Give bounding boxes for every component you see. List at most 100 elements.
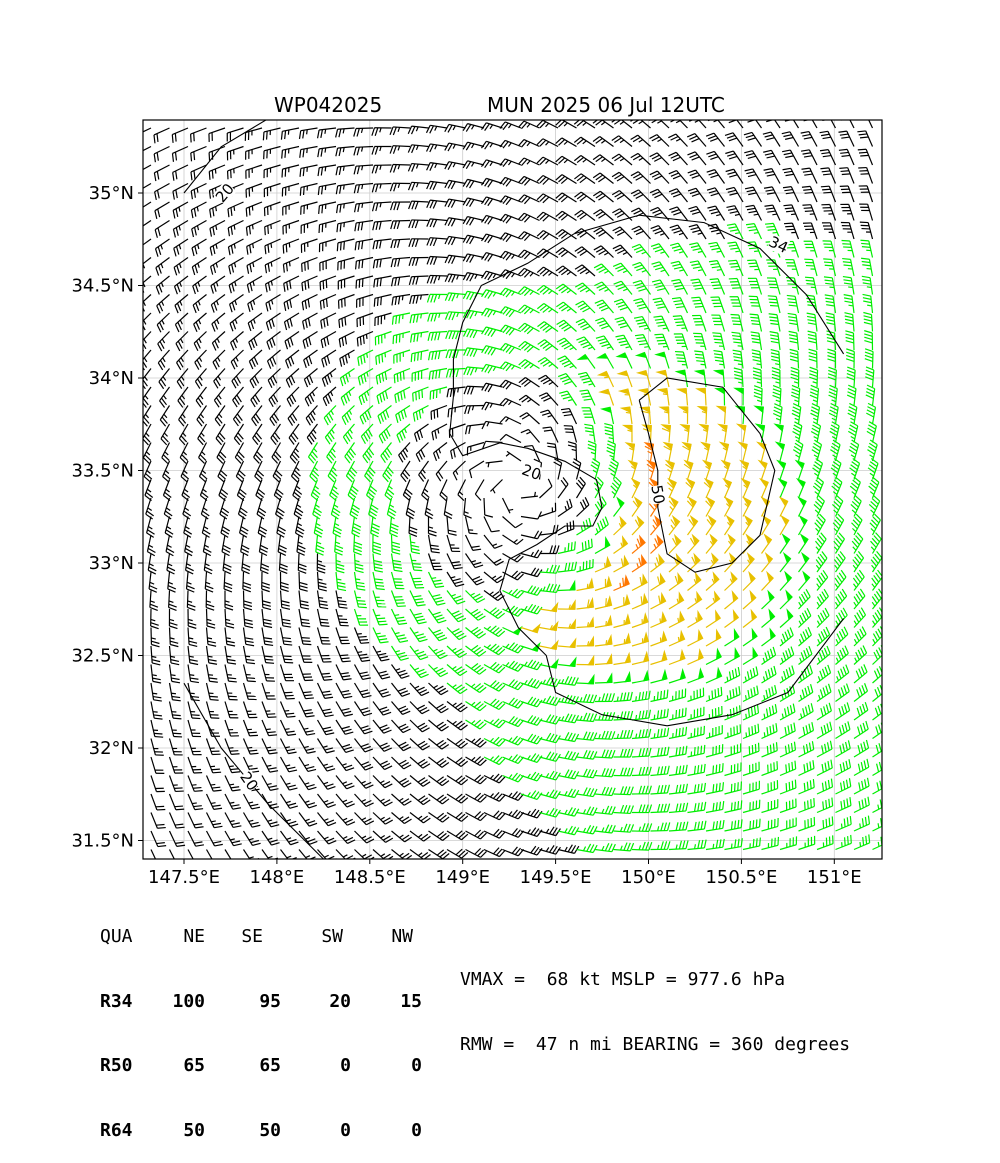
table-cell: 15 <box>351 991 422 1013</box>
wind-barb <box>484 572 504 583</box>
wind-barb <box>355 202 373 212</box>
wind-barb <box>482 327 503 337</box>
wind-barb <box>558 541 575 553</box>
wind-barb <box>725 781 742 794</box>
wind-barb <box>466 812 487 821</box>
wind-barb <box>266 313 280 330</box>
wind-barb <box>333 517 342 538</box>
wind-barb <box>297 535 305 555</box>
wind-barb <box>820 168 835 184</box>
wind-barb <box>397 424 410 443</box>
wind-barb <box>706 133 724 146</box>
wind-barb <box>557 320 577 331</box>
wind-barb <box>725 819 743 831</box>
wind-barb <box>299 646 312 662</box>
wind-barb <box>667 479 676 498</box>
wind-barb <box>654 316 669 331</box>
wind-barb <box>340 369 354 387</box>
wind-barb <box>852 533 863 554</box>
wind-barb <box>410 850 430 860</box>
wind-barb <box>693 333 706 350</box>
storm-id-title: WP042025 <box>274 93 382 117</box>
wind-barb <box>687 498 696 517</box>
wind-barb <box>631 172 651 184</box>
wind-barb <box>139 313 151 332</box>
wind-barb <box>247 258 262 274</box>
wind-barb <box>320 276 336 290</box>
wind-barb <box>281 591 290 610</box>
wind-barb <box>336 609 349 626</box>
wind-barb <box>669 765 687 776</box>
wind-barb <box>858 149 873 165</box>
wind-barb <box>429 609 447 623</box>
wind-barb <box>540 525 558 535</box>
wind-barb <box>447 702 467 712</box>
wind-barb <box>500 307 521 317</box>
wind-barb <box>506 451 521 461</box>
wind-barb <box>244 702 258 718</box>
wind-barb <box>336 646 351 662</box>
wind-barb <box>427 163 447 171</box>
wind-barb <box>207 813 223 828</box>
wind-barb <box>651 822 670 831</box>
wind-barb <box>873 645 885 664</box>
wind-barb <box>688 802 706 813</box>
wind-barb <box>149 572 157 592</box>
wind-barb <box>788 313 799 331</box>
wind-barb <box>429 572 445 587</box>
wind-barb <box>688 840 707 850</box>
wind-barb <box>169 591 177 611</box>
wind-barb <box>594 477 603 498</box>
wind-barb <box>729 279 743 295</box>
wind-barb <box>225 665 237 682</box>
wind-barb <box>188 665 199 683</box>
wind-barb <box>821 186 836 202</box>
wind-barb <box>162 443 170 464</box>
wind-barb <box>847 385 856 405</box>
wind-barb <box>556 175 577 184</box>
wind-barb <box>595 318 613 332</box>
wind-barb <box>339 332 354 348</box>
wind-barb <box>743 838 760 850</box>
wind-barb <box>503 847 524 856</box>
wind-barb <box>410 702 429 714</box>
wind-barb <box>484 535 502 548</box>
table-header-cell: QUA <box>100 926 160 948</box>
wind-barb <box>429 794 450 804</box>
wind-barb <box>354 535 362 555</box>
wind-barb <box>281 646 294 663</box>
wind-barb <box>338 258 355 271</box>
wind-barb <box>430 387 447 400</box>
wind-barb <box>262 609 272 628</box>
wind-barb <box>706 151 724 165</box>
y-tick-label: 33°N <box>89 553 134 574</box>
wind-barb <box>392 554 403 572</box>
wind-barb <box>677 370 688 387</box>
wind-barb <box>588 441 596 461</box>
wind-barb <box>262 739 278 754</box>
wind-barb <box>868 458 878 479</box>
wind-barb <box>594 246 614 258</box>
wind-barb <box>273 461 282 482</box>
wind-barb <box>179 406 188 427</box>
wind-barb <box>174 239 188 256</box>
wind-barb <box>137 239 151 257</box>
wind-barb <box>823 241 836 258</box>
wind-barb <box>373 572 385 589</box>
wind-barb <box>817 741 832 757</box>
wind-barb <box>873 664 886 683</box>
wind-barb <box>836 665 849 683</box>
wind-barb <box>871 551 882 572</box>
wind-barb <box>392 776 412 788</box>
wind-barb <box>409 239 429 247</box>
wind-barb <box>300 147 318 158</box>
wind-barb <box>303 332 317 349</box>
wind-barb <box>155 184 170 200</box>
wind-barb <box>466 702 487 711</box>
wind-barb <box>188 813 204 828</box>
contour-label: 50 <box>647 484 668 506</box>
wind-barb <box>801 168 817 183</box>
wind-barb <box>841 222 854 239</box>
wind-barb <box>290 443 299 464</box>
wind-barb <box>373 683 391 697</box>
